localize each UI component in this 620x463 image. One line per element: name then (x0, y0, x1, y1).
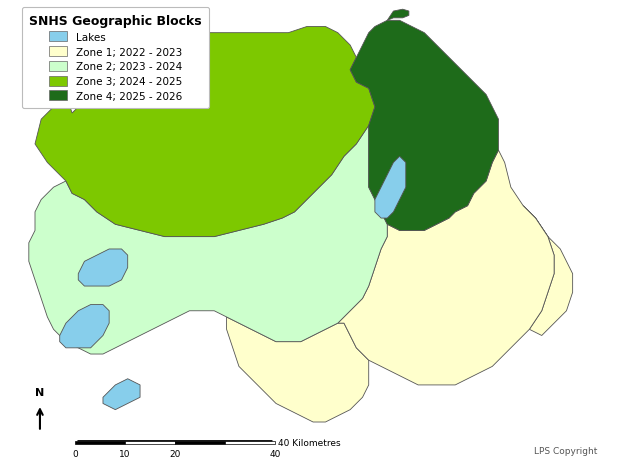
Polygon shape (103, 379, 140, 410)
Text: 10: 10 (119, 449, 131, 458)
Polygon shape (338, 151, 554, 385)
Polygon shape (226, 317, 369, 422)
Bar (75, 441, 125, 444)
Text: 40 Kilometres: 40 Kilometres (278, 438, 340, 447)
Text: 20: 20 (169, 449, 180, 458)
Polygon shape (523, 206, 573, 336)
Bar (175, 441, 225, 444)
Polygon shape (35, 27, 375, 237)
Legend: Lakes, Zone 1; 2022 - 2023, Zone 2; 2023 - 2024, Zone 3; 2024 - 2025, Zone 4; 20: Lakes, Zone 1; 2022 - 2023, Zone 2; 2023… (22, 8, 209, 109)
Bar (225, 441, 275, 444)
Text: N: N (35, 388, 45, 398)
Bar (125, 441, 175, 444)
Polygon shape (388, 10, 409, 21)
Text: 0: 0 (73, 449, 78, 458)
Text: 40: 40 (269, 449, 280, 458)
Polygon shape (350, 21, 498, 231)
Polygon shape (78, 250, 128, 287)
Polygon shape (375, 157, 405, 219)
Text: LPS Copyright: LPS Copyright (534, 445, 598, 455)
Polygon shape (60, 305, 109, 348)
Polygon shape (29, 126, 387, 354)
